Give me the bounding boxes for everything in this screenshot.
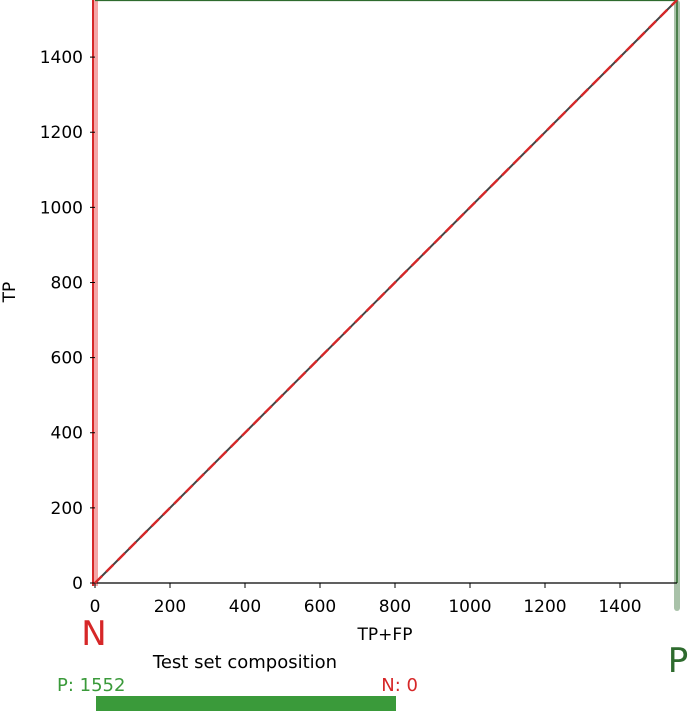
composition-positive-label: P: 1552 [57, 675, 125, 696]
composition-title: Test set composition [152, 652, 337, 673]
y-tick-label: 400 [51, 424, 83, 444]
class-bands [92, 0, 680, 611]
y-tick-label: 600 [51, 349, 83, 369]
dashed-diagonal-line [94, 0, 678, 584]
x-tick-label: 1200 [523, 597, 566, 617]
x-axis-title: TP+FP [357, 625, 413, 645]
x-tick-label: 0 [90, 597, 101, 617]
x-tick-label: 400 [229, 597, 261, 617]
axes [95, 0, 677, 584]
composition-positive-segment [96, 696, 396, 711]
negative-class-letter: N [81, 614, 106, 654]
composition-negative-label: N: 0 [381, 675, 418, 696]
x-tick-label: 600 [304, 597, 336, 617]
y-tick-label: 800 [51, 273, 83, 293]
x-axis-ticks: 0 200 400 600 800 1000 1200 1400 [90, 583, 642, 617]
y-tick-label: 0 [72, 574, 83, 594]
series-lines [94, 0, 678, 584]
x-tick-label: 800 [379, 597, 411, 617]
x-tick-label: 200 [154, 597, 186, 617]
y-tick-label: 200 [51, 499, 83, 519]
y-axis-ticks: 0 200 400 600 800 1000 1200 1400 [40, 48, 95, 594]
negative-band [92, 0, 98, 586]
x-tick-label: 1400 [598, 597, 641, 617]
solid-diagonal-line [94, 0, 678, 584]
y-tick-label: 1000 [40, 198, 83, 218]
composition-bar [96, 696, 396, 711]
y-tick-label: 1200 [40, 123, 83, 143]
positive-class-letter: P [668, 641, 689, 681]
x-tick-label: 1000 [448, 597, 491, 617]
y-axis-title: TP [0, 282, 20, 304]
y-tick-label: 1400 [40, 48, 83, 68]
